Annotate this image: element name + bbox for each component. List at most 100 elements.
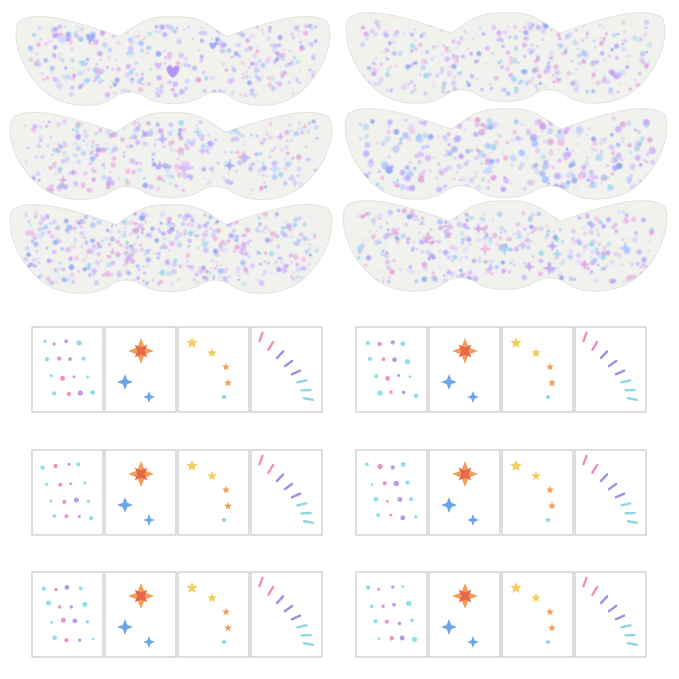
glitter-dot <box>414 38 417 42</box>
glitter-dot <box>414 279 419 284</box>
glitter-dot <box>254 152 259 157</box>
glitter-dot <box>312 235 317 239</box>
sparkle-icon <box>240 152 252 164</box>
glitter-dot <box>203 177 206 180</box>
sticker-dot <box>77 515 81 518</box>
glitter-dot <box>39 273 44 278</box>
glitter-dot <box>307 263 310 266</box>
glitter-dot <box>305 145 308 148</box>
glitter-dot <box>499 135 502 139</box>
glitter-dot <box>255 75 260 80</box>
glitter-dot <box>634 154 641 161</box>
glitter-dot <box>135 140 141 145</box>
glitter-dot <box>442 44 445 47</box>
glitter-dot <box>532 255 534 258</box>
glitter-dot <box>199 38 205 43</box>
glitter-dot <box>105 228 110 233</box>
glitter-dot <box>361 25 365 30</box>
glitter-dot <box>263 225 268 230</box>
glitter-dot <box>462 91 466 95</box>
glitter-dot <box>65 31 71 37</box>
glitter-dot <box>572 210 576 214</box>
glitter-dot <box>231 65 234 69</box>
glitter-dot <box>650 159 656 165</box>
glitter-dot <box>448 207 454 214</box>
glitter-dot <box>490 144 497 151</box>
glitter-dot <box>543 159 549 166</box>
dash-line-icon <box>267 340 275 351</box>
glitter-dot <box>520 123 523 126</box>
glitter-dot <box>111 248 114 251</box>
glitter-dot <box>648 250 651 253</box>
glitter-dot <box>184 56 189 61</box>
glitter-dot <box>100 215 104 219</box>
sticker-panel-frame <box>250 571 323 658</box>
sticker-dot <box>46 600 51 606</box>
glitter-dot <box>171 268 177 275</box>
glitter-dot <box>116 67 121 72</box>
glitter-dot <box>374 63 377 66</box>
glitter-dot <box>358 175 364 182</box>
glitter-dot <box>608 87 614 93</box>
glitter-dot <box>577 127 585 134</box>
glitter-dot <box>107 242 112 246</box>
glitter-dot <box>137 268 141 272</box>
eyeliner-lines-panel <box>250 326 323 413</box>
glitter-dot <box>475 184 482 192</box>
glitter-dot <box>537 225 544 232</box>
glitter-dot <box>205 229 209 233</box>
glitter-dot <box>493 175 497 179</box>
glitter-dot <box>581 164 587 170</box>
glitter-dot <box>557 133 565 141</box>
glitter-dot <box>110 216 113 219</box>
glitter-dot <box>61 168 63 171</box>
dots-panel <box>31 449 104 536</box>
glitter-dot <box>419 73 422 76</box>
glitter-dot <box>522 186 527 191</box>
glitter-dot <box>235 130 241 136</box>
glitter-dot <box>74 237 77 240</box>
glitter-dot <box>73 153 78 158</box>
sticker-dot <box>377 637 381 640</box>
glitter-dot <box>249 92 254 96</box>
glitter-dot <box>587 184 591 189</box>
sparkle-icon <box>498 242 512 256</box>
glitter-dot <box>140 48 144 53</box>
glitter-dot <box>202 275 206 279</box>
glitter-dot <box>635 261 640 266</box>
glitter-dot <box>384 157 386 160</box>
glitter-dot <box>464 255 469 260</box>
glitter-dot <box>215 228 221 234</box>
glitter-dot <box>92 150 95 152</box>
glitter-dot <box>51 260 54 263</box>
sparkle-icon <box>154 160 165 171</box>
glitter-dot <box>379 62 383 66</box>
glitter-dot <box>135 161 139 165</box>
glitter-dot <box>286 139 289 142</box>
glitter-dot <box>429 138 432 141</box>
glitter-dot <box>87 266 91 271</box>
glitter-dot <box>288 123 291 126</box>
glitter-dot <box>565 147 569 151</box>
glitter-dot <box>509 261 512 265</box>
glitter-dot <box>298 181 304 188</box>
wing-stencil <box>344 108 668 200</box>
glitter-dot <box>480 217 486 223</box>
glitter-dot <box>239 93 242 96</box>
glitter-dot <box>402 72 404 75</box>
glitter-dot <box>400 233 406 239</box>
glitter-dot <box>95 47 98 49</box>
glitter-dot <box>364 212 369 217</box>
glitter-dot <box>69 272 76 278</box>
glitter-dot <box>235 220 239 224</box>
compass-star-icon <box>458 344 472 358</box>
compass-star-icon <box>458 467 472 481</box>
glitter-dot <box>38 269 42 272</box>
glitter-dot <box>428 134 434 140</box>
glitter-dot <box>647 60 651 64</box>
glitter-dot <box>189 140 195 147</box>
glitter-dot <box>109 85 112 89</box>
glitter-dot <box>75 145 82 152</box>
glitter-dot <box>626 120 632 127</box>
sticker-dot <box>54 587 58 592</box>
